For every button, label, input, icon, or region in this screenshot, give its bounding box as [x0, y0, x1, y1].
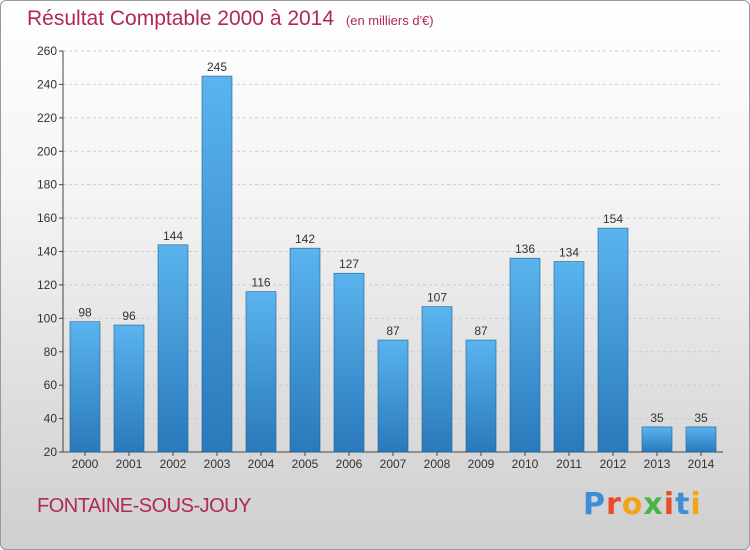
bar-value-label: 98	[78, 306, 92, 320]
bar-2006	[333, 272, 365, 453]
bar-2013	[641, 426, 673, 453]
logo-letter: i	[690, 487, 702, 522]
bar-2007	[377, 339, 409, 453]
bar-2003	[201, 75, 233, 453]
logo-letter: x	[643, 487, 664, 522]
x-tick-label: 2000	[72, 457, 99, 471]
x-tick-label: 2001	[116, 457, 143, 471]
bar-2014	[685, 426, 717, 453]
y-tick-label: 100	[37, 311, 57, 325]
y-tick-label: 60	[44, 378, 58, 392]
bar-2004	[245, 291, 277, 453]
x-tick-label: 2008	[424, 457, 451, 471]
x-tick-label: 2002	[160, 457, 187, 471]
y-tick-label: 160	[37, 211, 57, 225]
bar-value-label: 245	[207, 60, 227, 74]
bar-value-label: 35	[650, 411, 664, 425]
x-tick-label: 2010	[512, 457, 539, 471]
y-tick-label: 40	[44, 412, 58, 426]
bar-2005	[289, 247, 321, 453]
bar-2011	[553, 261, 585, 453]
bar-value-label: 35	[694, 411, 708, 425]
bar-2001	[113, 324, 145, 453]
bar-2009	[465, 339, 497, 453]
y-tick-label: 260	[37, 44, 57, 58]
bar-2012	[597, 227, 629, 453]
bar-value-label: 96	[122, 309, 136, 323]
y-tick-label: 120	[37, 278, 57, 292]
x-tick-label: 2005	[292, 457, 319, 471]
x-tick-label: 2011	[556, 457, 582, 471]
y-tick-label: 180	[37, 178, 57, 192]
logo-letter: P	[583, 487, 606, 522]
logo-letter: o	[621, 487, 644, 522]
x-tick-label: 2012	[600, 457, 627, 471]
bar-value-label: 136	[515, 242, 535, 256]
bar-value-label: 144	[163, 229, 183, 243]
chart-subtitle: (en milliers d'€)	[345, 13, 434, 28]
x-tick-label: 2003	[204, 457, 231, 471]
y-tick-label: 240	[37, 77, 57, 91]
bar-value-label: 87	[386, 324, 400, 338]
logo-letter: i	[663, 487, 676, 522]
proxiti-logo[interactable]: Proxiti	[583, 487, 702, 522]
x-tick-label: 2004	[248, 457, 275, 471]
x-tick-label: 2007	[380, 457, 407, 471]
bar-2008	[421, 306, 453, 453]
bar-2002	[157, 244, 189, 453]
x-tick-label: 2009	[468, 457, 495, 471]
y-tick-label: 200	[37, 144, 57, 158]
bar-value-label: 87	[474, 324, 488, 338]
bar-value-label: 134	[559, 246, 579, 260]
bar-2010	[509, 257, 541, 453]
bar-2000	[69, 321, 101, 453]
y-tick-label: 140	[37, 245, 57, 259]
y-tick-label: 220	[37, 111, 57, 125]
y-tick-label: 20	[44, 445, 58, 459]
x-tick-label: 2013	[644, 457, 671, 471]
chart-title: Résultat Comptable 2000 à 2014	[27, 7, 335, 30]
logo-letter: r	[606, 487, 622, 522]
bar-value-label: 116	[251, 276, 270, 290]
bar-value-label: 127	[339, 257, 359, 271]
y-tick-label: 80	[44, 345, 58, 359]
logo-letter: t	[675, 487, 691, 522]
chart-title-block: Résultat Comptable 2000 à 2014 (en milli…	[27, 7, 434, 31]
bar-value-label: 154	[603, 212, 623, 226]
bar-value-label: 142	[295, 232, 315, 246]
bar-value-label: 107	[427, 291, 447, 305]
x-tick-label: 2014	[688, 457, 715, 471]
town-name: FONTAINE-SOUS-JOUY	[37, 495, 251, 517]
x-tick-label: 2006	[336, 457, 363, 471]
